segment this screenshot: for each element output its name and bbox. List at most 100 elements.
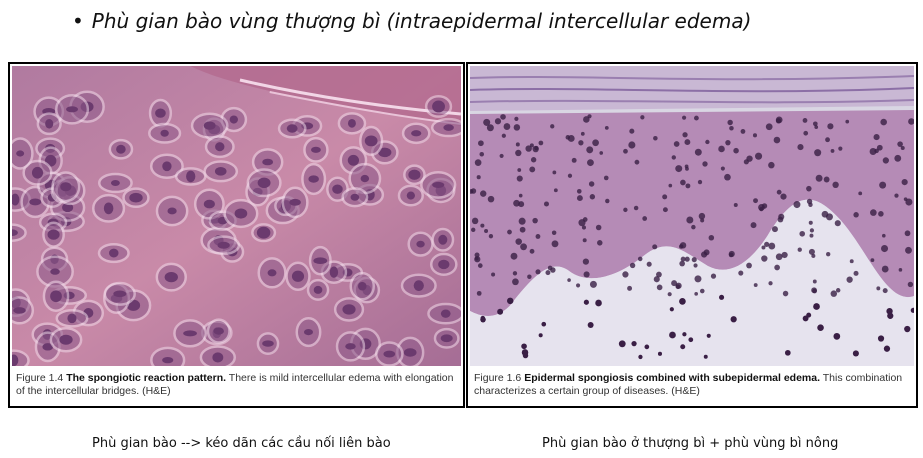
cell-nucleus <box>515 142 520 147</box>
cell-nucleus <box>834 220 841 227</box>
dermal-cell <box>541 321 547 327</box>
cell-nucleus <box>553 188 558 193</box>
cell-nucleus <box>519 226 526 233</box>
cell-nucleus <box>768 242 776 250</box>
cell-nucleus <box>45 118 54 129</box>
cell-nucleus <box>29 198 42 206</box>
cell-nucleus <box>116 144 126 154</box>
cell-nucleus <box>753 198 758 204</box>
cell-nucleus <box>478 140 484 147</box>
caption-heading-right: Epidermal spongiosis combined with subep… <box>524 372 821 384</box>
dermal-cell <box>817 324 824 332</box>
cell-nucleus <box>582 238 587 243</box>
cell-nucleus <box>486 124 494 132</box>
cell-nucleus <box>580 131 585 136</box>
cell-nucleus <box>814 125 819 129</box>
cell-nucleus <box>858 191 863 196</box>
cell-nucleus <box>403 348 417 357</box>
cell-nucleus <box>775 118 782 124</box>
cell-nucleus <box>518 193 523 198</box>
cell-nucleus <box>16 150 25 157</box>
cell-nucleus <box>589 194 596 200</box>
cell-nucleus <box>480 223 485 228</box>
cell-nucleus <box>876 286 881 291</box>
cell-nucleus <box>378 147 392 158</box>
cell-nucleus <box>780 193 787 200</box>
cell-nucleus <box>776 189 782 195</box>
cell-nucleus <box>476 175 481 180</box>
cell-nucleus <box>653 135 658 141</box>
cell-nucleus <box>313 257 328 265</box>
micrograph-left <box>12 66 461 366</box>
cell-nucleus <box>880 118 887 126</box>
dermal-cell <box>718 294 725 300</box>
cell-nucleus <box>846 276 853 283</box>
cell-nucleus <box>567 278 571 282</box>
dermal-cell <box>497 308 504 315</box>
cell-nucleus <box>487 195 495 203</box>
cell-nucleus <box>671 280 678 287</box>
cell-nucleus <box>702 161 708 167</box>
cell-nucleus <box>642 216 648 221</box>
dermal-cell <box>852 350 859 357</box>
keratinocyte-cells <box>12 90 461 366</box>
caption-text-right: This combination characterizes a certain… <box>474 372 903 397</box>
cell-nucleus <box>808 220 813 225</box>
cell-nucleus <box>768 281 773 286</box>
cell-nucleus <box>587 159 594 167</box>
cell-nucleus <box>582 258 589 265</box>
cell-nucleus <box>31 166 44 179</box>
cell-nucleus <box>12 354 19 366</box>
cell-nucleus <box>907 281 914 288</box>
cell-nucleus <box>773 136 781 144</box>
cell-nucleus <box>357 281 367 291</box>
cell-nucleus <box>752 133 758 138</box>
cell-nucleus <box>830 148 835 153</box>
cell-nucleus <box>515 238 522 245</box>
cell-nucleus <box>567 173 573 178</box>
cell-nucleus <box>551 230 557 236</box>
cell-nucleus <box>440 334 453 343</box>
cell-nucleus <box>530 157 537 163</box>
epidermal-nuclei <box>470 114 914 360</box>
cell-nucleus <box>812 279 817 284</box>
cell-nucleus <box>12 193 20 206</box>
cell-nucleus <box>761 255 768 262</box>
dermal-cell <box>833 332 841 340</box>
cell-nucleus <box>904 230 911 237</box>
figure-label-right: Figure 1.6 <box>474 372 522 384</box>
cell-nucleus <box>771 226 778 233</box>
cell-nucleus <box>814 149 822 157</box>
cell-nucleus <box>345 343 356 350</box>
dermal-cell <box>644 344 650 350</box>
cell-nucleus <box>880 244 889 253</box>
cell-nucleus <box>697 179 703 185</box>
cell-nucleus <box>845 119 850 124</box>
cell-nucleus <box>589 280 597 288</box>
cell-nucleus <box>691 257 697 263</box>
figure-label-left: Figure 1.4 <box>16 372 64 384</box>
cell-nucleus <box>256 226 271 239</box>
cell-nucleus <box>103 202 114 215</box>
cell-nucleus <box>894 193 899 198</box>
cell-nucleus <box>289 198 301 206</box>
cell-nucleus <box>662 207 668 213</box>
cell-nucleus <box>705 139 710 145</box>
cell-nucleus <box>479 151 485 157</box>
cell-nucleus <box>738 270 744 276</box>
figure-panel-right: Figure 1.6 Epidermal spongiosis combined… <box>466 62 918 408</box>
cell-nucleus <box>113 290 127 298</box>
cell-nucleus <box>443 124 454 131</box>
cell-nucleus <box>675 284 681 290</box>
cell-nucleus <box>652 244 658 250</box>
cell-nucleus <box>605 198 610 204</box>
dermal-cell <box>657 351 663 356</box>
cell-nucleus <box>667 292 672 297</box>
cell-nucleus <box>623 148 628 154</box>
cell-nucleus <box>342 304 356 315</box>
cell-outline <box>150 346 186 366</box>
cell-nucleus <box>633 205 639 211</box>
cell-nucleus <box>525 145 532 152</box>
cell-nucleus <box>825 137 830 143</box>
cell-nucleus <box>257 177 271 189</box>
